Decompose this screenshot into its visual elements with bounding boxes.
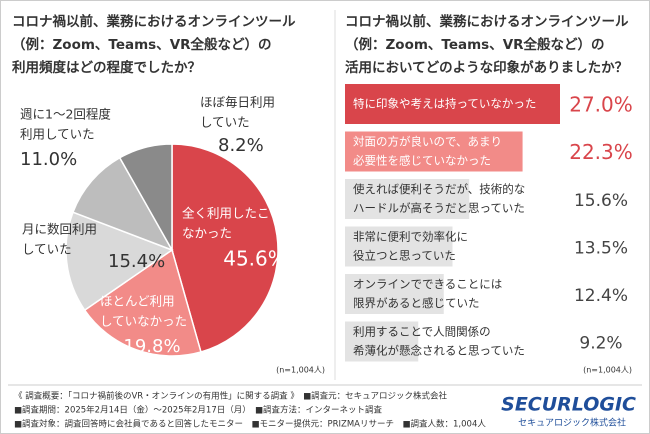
slice-label: ほぼ毎日利用 [200, 95, 275, 110]
slice-label: なかった [182, 226, 232, 241]
slice-label: 週に1～2回程度 [20, 107, 111, 122]
bar-label: 使えれば便利そうだが、技術的な [353, 182, 525, 196]
bar-label: ハードルが高そうだと思っていた [353, 201, 525, 215]
pie-slice [71, 156, 174, 252]
bar-value: 9.2% [579, 334, 622, 354]
bar-value: 22.3% [569, 140, 633, 164]
bar-label: オンラインでできることには [353, 277, 502, 291]
bar-label: 必要性を感じていなかった [353, 154, 491, 168]
logo: SECURLOGIC [501, 394, 636, 416]
logo-company: セキュアロジック株式会社 [518, 417, 626, 429]
slice-value: 15.4% [108, 251, 165, 272]
slice-value: 11.0% [20, 149, 77, 170]
bar-label: 利用することで人間関係の [353, 325, 491, 339]
chart-title: コロナ禍以前、業務におけるオンラインツール [345, 13, 629, 30]
bar [345, 179, 470, 219]
bar-label: 対面の方が良いので、あまり [353, 135, 502, 149]
chart-title: （例：Zoom、Teams、VR全般など）の [345, 36, 605, 53]
bar-value: 13.5% [574, 239, 628, 259]
bar-value: 12.4% [574, 286, 628, 306]
slice-label: していた [22, 242, 72, 257]
chart-title: コロナ禍以前、業務におけるオンラインツール [12, 13, 296, 30]
pie-slice [65, 211, 174, 312]
slice-label: 全く利用したことが [182, 206, 295, 221]
slice-value: 8.2% [218, 135, 264, 156]
chart-title: 活用においてどのような印象がありましたか？ [345, 59, 628, 76]
bar-value: 27.0% [569, 93, 633, 117]
bar-label: 役立つと思っていた [353, 249, 456, 263]
chart-title: （例：Zoom、Teams、VR全般など）の [12, 36, 272, 53]
slice-value: 45.6% [223, 247, 287, 271]
sample-note: (n=1,004人) [583, 366, 632, 375]
slice-label: していた [200, 115, 250, 130]
footer-line: 《 調査概要：「コロナ禍前後のVR・オンラインの有用性」に関する調査 》 ■調査… [14, 391, 447, 402]
sample-note: (n=1,004人) [276, 366, 325, 375]
slice-label: 利用していた [20, 127, 95, 142]
bar-value: 15.6% [574, 191, 628, 211]
bar-label: 限界があると感じていた [353, 296, 480, 310]
bar [345, 321, 419, 362]
slice-label: 月に数回利用 [22, 222, 97, 237]
pie-slice [118, 143, 173, 253]
bar [345, 131, 523, 172]
bar [345, 274, 444, 314]
bar [345, 226, 453, 267]
footer-line: ■調査期間：2025年2月14日（金）～2025年2月17日（月） ■調査方法：… [14, 405, 383, 416]
slice-label: ほとんど利用 [100, 294, 175, 309]
slice-label: していなかった [100, 314, 187, 329]
bar-label: 非常に便利で効率化に [353, 230, 468, 244]
chart-title: 利用頻度はどの程度でしたか？ [12, 59, 201, 76]
bar-label: 特に印象や考えは持っていなかった [353, 97, 536, 111]
bar [345, 84, 560, 124]
pie-slice [83, 248, 202, 357]
slice-value: 19.8% [123, 336, 180, 357]
footer-line: ■調査対象：調査回答時に会社員であると回答したモニター ■モニター提供元：PRI… [14, 419, 486, 430]
pie-slice [171, 143, 279, 353]
bar-label: 希薄化が懸念されると思っていた [353, 344, 525, 358]
